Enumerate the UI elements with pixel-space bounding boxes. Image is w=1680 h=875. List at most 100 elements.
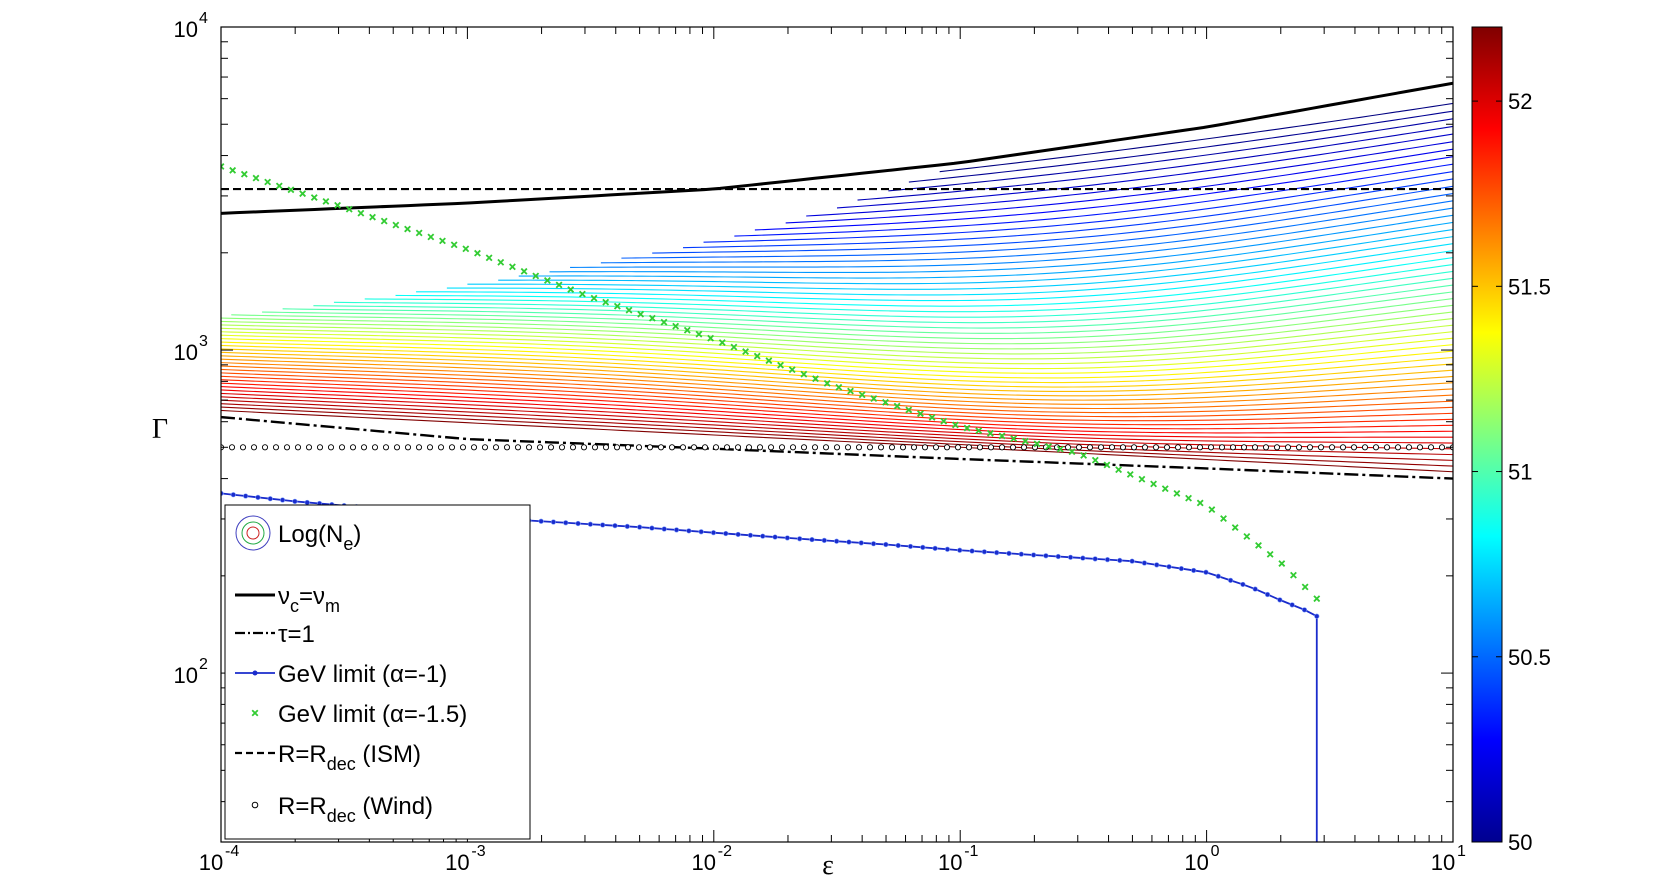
contour-line — [446, 243, 1453, 296]
marker-gev-alpha-1 — [944, 546, 951, 552]
marker-r-dec-wind — [448, 444, 456, 451]
marker-gev-alpha-1 — [747, 532, 754, 538]
marker-gev-alpha-1 — [673, 527, 680, 533]
marker-gev-alpha-1 — [821, 537, 827, 543]
marker-r-dec-wind — [613, 444, 621, 451]
marker-gev-alpha-1-5 — [415, 229, 423, 237]
svg-text:10: 10 — [692, 850, 716, 875]
marker-gev-alpha-1-5 — [1243, 533, 1251, 540]
marker-r-dec-wind — [1152, 444, 1160, 451]
marker-r-dec-wind — [998, 444, 1006, 451]
colorbar-tick: 52 — [1472, 89, 1532, 114]
marker-gev-alpha-1-5 — [940, 417, 948, 425]
marker-r-dec-wind — [668, 444, 676, 451]
marker-r-dec-wind — [1328, 444, 1336, 451]
marker-gev-alpha-1-5 — [497, 258, 505, 266]
marker-gev-alpha-1-5 — [742, 348, 750, 356]
legend-label: Log(Ne) — [278, 521, 361, 554]
marker-gev-alpha-1-5 — [893, 402, 901, 410]
marker-gev-alpha-1-5 — [800, 370, 808, 378]
svg-text:10: 10 — [1431, 850, 1455, 875]
marker-gev-alpha-1-5 — [1021, 437, 1029, 445]
marker-r-dec-wind — [1185, 444, 1193, 451]
contour-line — [467, 236, 1453, 290]
svg-text:10: 10 — [174, 17, 198, 42]
contour-line — [282, 284, 1453, 329]
colorbar-tick-label: 51.5 — [1508, 274, 1551, 299]
marker-gev-alpha-1 — [797, 536, 803, 542]
marker-gev-alpha-1 — [784, 535, 790, 541]
marker-r-dec-wind — [338, 444, 346, 451]
marker-gev-alpha-1-5 — [1080, 451, 1088, 459]
colorbar-tick-label: 50.5 — [1508, 645, 1551, 670]
marker-gev-alpha-1-5 — [1126, 471, 1134, 478]
svg-text:4: 4 — [199, 10, 208, 27]
marker-gev-alpha-1-5 — [672, 322, 680, 330]
marker-gev-alpha-1-5 — [765, 357, 773, 365]
colorbar-tick: 50 — [1472, 830, 1532, 855]
marker-gev-alpha-1-5 — [555, 281, 563, 289]
marker-gev-alpha-1-5 — [462, 245, 470, 253]
marker-r-dec-wind — [756, 444, 764, 451]
contour-line — [221, 311, 1453, 350]
marker-gev-alpha-1-5 — [718, 339, 726, 346]
contour-line — [221, 392, 1453, 444]
series-line-nu-c-nu-m — [221, 81, 1453, 215]
marker-gev-alpha-1 — [1301, 607, 1308, 613]
marker-gev-alpha-1-5 — [1115, 466, 1123, 474]
marker-gev-alpha-1-5 — [648, 314, 656, 322]
svg-text:10: 10 — [174, 663, 198, 688]
marker-r-dec-wind — [855, 444, 863, 451]
marker-r-dec-wind — [987, 444, 995, 451]
marker-gev-alpha-1 — [304, 499, 310, 506]
marker-r-dec-wind — [1284, 444, 1292, 451]
marker-gev-alpha-1 — [255, 494, 261, 500]
colorbar-tick-label: 50 — [1508, 830, 1532, 855]
marker-gev-alpha-1-5 — [1290, 571, 1297, 579]
legend-entry-gev_alpha_1_5: GeV limit (α=-1.5) — [251, 701, 467, 728]
marker-gev-alpha-1 — [1264, 591, 1271, 598]
marker-gev-alpha-1 — [883, 541, 889, 548]
contour-line — [221, 368, 1453, 414]
series-markers-gev-alpha-1-5 — [221, 163, 1321, 603]
colorbar-tick-label: 51 — [1508, 460, 1532, 485]
marker-gev-alpha-1-5 — [485, 254, 493, 262]
marker-gev-alpha-1 — [895, 542, 901, 549]
svg-text:10: 10 — [174, 340, 198, 365]
marker-gev-alpha-1-5 — [357, 209, 365, 217]
marker-gev-alpha-1-5 — [1220, 515, 1227, 522]
marker-r-dec-wind — [888, 444, 896, 451]
marker-gev-alpha-1-5 — [427, 233, 435, 241]
marker-r-dec-wind — [679, 444, 687, 451]
marker-gev-alpha-1 — [1289, 602, 1295, 608]
marker-r-dec-wind — [1130, 444, 1138, 451]
contour-line — [221, 348, 1453, 388]
marker-gev-alpha-1-5 — [986, 429, 994, 437]
marker-r-dec-wind — [734, 444, 742, 451]
legend-entry-r_dec_ism: R=Rdec (ISM) — [235, 741, 421, 774]
marker-gev-alpha-1 — [834, 538, 840, 544]
y-axis-label: Γ — [152, 414, 168, 445]
marker-r-dec-wind — [404, 444, 412, 451]
marker-r-dec-wind — [690, 444, 698, 451]
contour-line — [785, 148, 1453, 224]
marker-gev-alpha-1-5 — [695, 330, 703, 338]
marker-r-dec-wind — [789, 444, 797, 451]
svg-text:2: 2 — [199, 656, 208, 673]
marker-gev-alpha-1 — [600, 522, 606, 528]
marker-gev-alpha-1-5 — [543, 277, 551, 284]
marker-r-dec-wind — [745, 444, 753, 451]
marker-gev-alpha-1-5 — [812, 375, 819, 383]
contour-line — [857, 125, 1453, 201]
marker-r-dec-wind — [1141, 444, 1149, 451]
marker-gev-alpha-1-5 — [858, 391, 866, 399]
svg-text:10: 10 — [1184, 850, 1208, 875]
contour-line — [549, 214, 1453, 274]
contour-line — [221, 403, 1453, 461]
svg-text:1: 1 — [1457, 843, 1466, 860]
contour-line — [221, 338, 1453, 374]
contour-line — [221, 386, 1453, 434]
legend-entry-gev_alpha_1: GeV limit (α=-1) — [235, 661, 447, 688]
marker-r-dec-wind — [492, 444, 500, 451]
